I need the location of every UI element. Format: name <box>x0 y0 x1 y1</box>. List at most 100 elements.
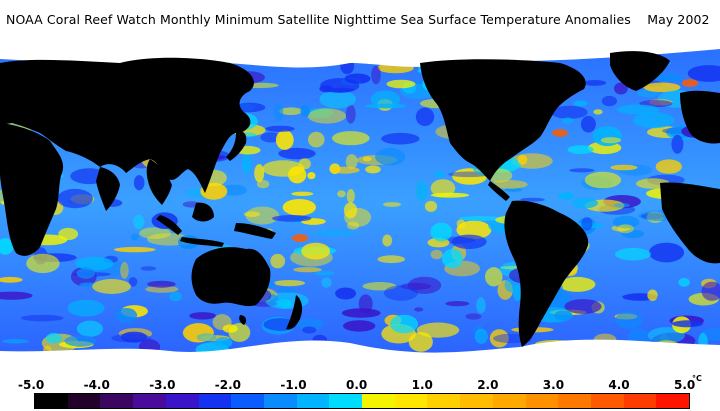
anomaly-patch <box>678 277 690 287</box>
anomaly-patch <box>485 267 503 287</box>
anomaly-patch <box>615 247 651 261</box>
anomaly-patch <box>254 164 265 183</box>
anomaly-patch <box>278 287 296 293</box>
se-asia <box>146 159 172 205</box>
anomaly-patch <box>465 313 482 320</box>
title-date: May 2002 <box>647 12 710 27</box>
colorbar-tick-label: 5.0 <box>674 378 696 392</box>
anomaly-patch <box>312 229 356 237</box>
anomaly-patch <box>616 104 660 115</box>
anomaly-patch <box>347 221 360 230</box>
eurasia <box>0 57 254 193</box>
anomaly-patch <box>643 82 681 93</box>
anomaly-patch <box>273 103 284 121</box>
anomaly-patch <box>121 331 148 343</box>
anomaly-patch <box>273 280 306 287</box>
west-africa <box>660 182 720 264</box>
anomaly-patch <box>613 203 630 208</box>
colorbar-swatch <box>427 394 461 408</box>
anomaly-patch <box>345 104 356 124</box>
anomaly-patch <box>133 214 145 230</box>
colorbar-tick-label: 1.0 <box>411 378 433 392</box>
anomaly-patch <box>610 164 638 171</box>
india <box>96 167 120 211</box>
anomaly-patch <box>567 145 594 155</box>
anomaly-patch <box>489 329 509 348</box>
anomaly-patch <box>293 267 322 273</box>
anomaly-patch <box>383 202 401 207</box>
anomaly-patch <box>621 229 645 239</box>
anomaly-patch <box>655 159 682 174</box>
anomaly-patch <box>272 215 312 222</box>
anomaly-patch <box>551 105 588 119</box>
anomaly-patch <box>45 332 63 344</box>
anomaly-patch <box>307 108 347 124</box>
anomaly-patch <box>362 282 397 291</box>
anomaly-patch <box>474 328 488 344</box>
anomaly-patch <box>377 255 406 264</box>
anomaly-patch <box>456 220 492 240</box>
anomaly-patch <box>320 78 360 93</box>
anomaly-patch <box>244 211 260 217</box>
anomaly-patch <box>0 276 23 283</box>
africa <box>0 123 64 256</box>
anomaly-patch <box>701 281 720 301</box>
anomaly-patch <box>346 189 355 203</box>
anomaly-patch <box>196 333 217 342</box>
anomaly-patch <box>64 335 97 347</box>
colorbar-swatch <box>35 394 68 408</box>
anomaly-patch <box>133 175 145 191</box>
anomaly-patch <box>57 188 93 209</box>
japan <box>226 131 247 161</box>
anomaly-patch <box>561 117 574 124</box>
anomaly-patch <box>614 82 628 95</box>
sumatra <box>156 215 182 235</box>
anomaly-patch <box>221 184 247 196</box>
colorbar-swatch <box>590 394 624 408</box>
colorbar-swatch <box>460 394 493 408</box>
anomaly-patch <box>571 197 598 209</box>
colorbar-swatch <box>623 394 657 408</box>
anomaly-patch <box>520 197 545 202</box>
australia <box>191 247 271 307</box>
anomaly-patch <box>687 65 720 82</box>
anomaly-patch <box>265 125 295 132</box>
anomaly-patch <box>370 90 401 108</box>
anomaly-patch <box>617 224 634 234</box>
anomaly-patch <box>275 130 294 150</box>
anomaly-patch <box>441 248 463 269</box>
anomaly-patch <box>115 308 138 323</box>
anomaly-patch <box>671 320 704 328</box>
anomaly-patch <box>476 297 486 314</box>
anomaly-patch <box>92 279 131 294</box>
anomaly-patch <box>182 323 214 343</box>
anomaly-patch <box>75 256 114 271</box>
anomaly-patch <box>270 253 286 269</box>
colorbar <box>34 393 690 409</box>
colorbar-tick-label: 2.0 <box>477 378 499 392</box>
anomaly-patch <box>130 233 139 241</box>
colorbar-swatch <box>296 394 330 408</box>
anomaly-patch <box>416 322 460 338</box>
anomaly-patch <box>433 171 445 178</box>
anomaly-patch <box>583 80 607 86</box>
anomaly-patch <box>228 323 251 342</box>
anomaly-patch <box>189 312 217 320</box>
anomaly-patch <box>416 181 428 201</box>
anomaly-patch <box>430 249 443 260</box>
greenland <box>610 51 670 91</box>
anomaly-patch <box>386 79 416 89</box>
western-europe <box>680 90 720 144</box>
colorbar-swatch <box>67 394 101 408</box>
south-america <box>504 200 589 347</box>
anomaly-patch <box>569 168 595 173</box>
anomaly-patch <box>517 154 528 165</box>
anomaly-patch <box>321 277 332 288</box>
anomaly-patch <box>365 103 407 109</box>
anomaly-patch <box>330 166 360 174</box>
anomaly-patch <box>390 314 419 334</box>
colorbar-tick-label: 4.0 <box>608 378 630 392</box>
anomaly-patch <box>381 132 420 145</box>
anomaly-patch <box>242 154 252 175</box>
anomaly-patch <box>79 282 97 287</box>
